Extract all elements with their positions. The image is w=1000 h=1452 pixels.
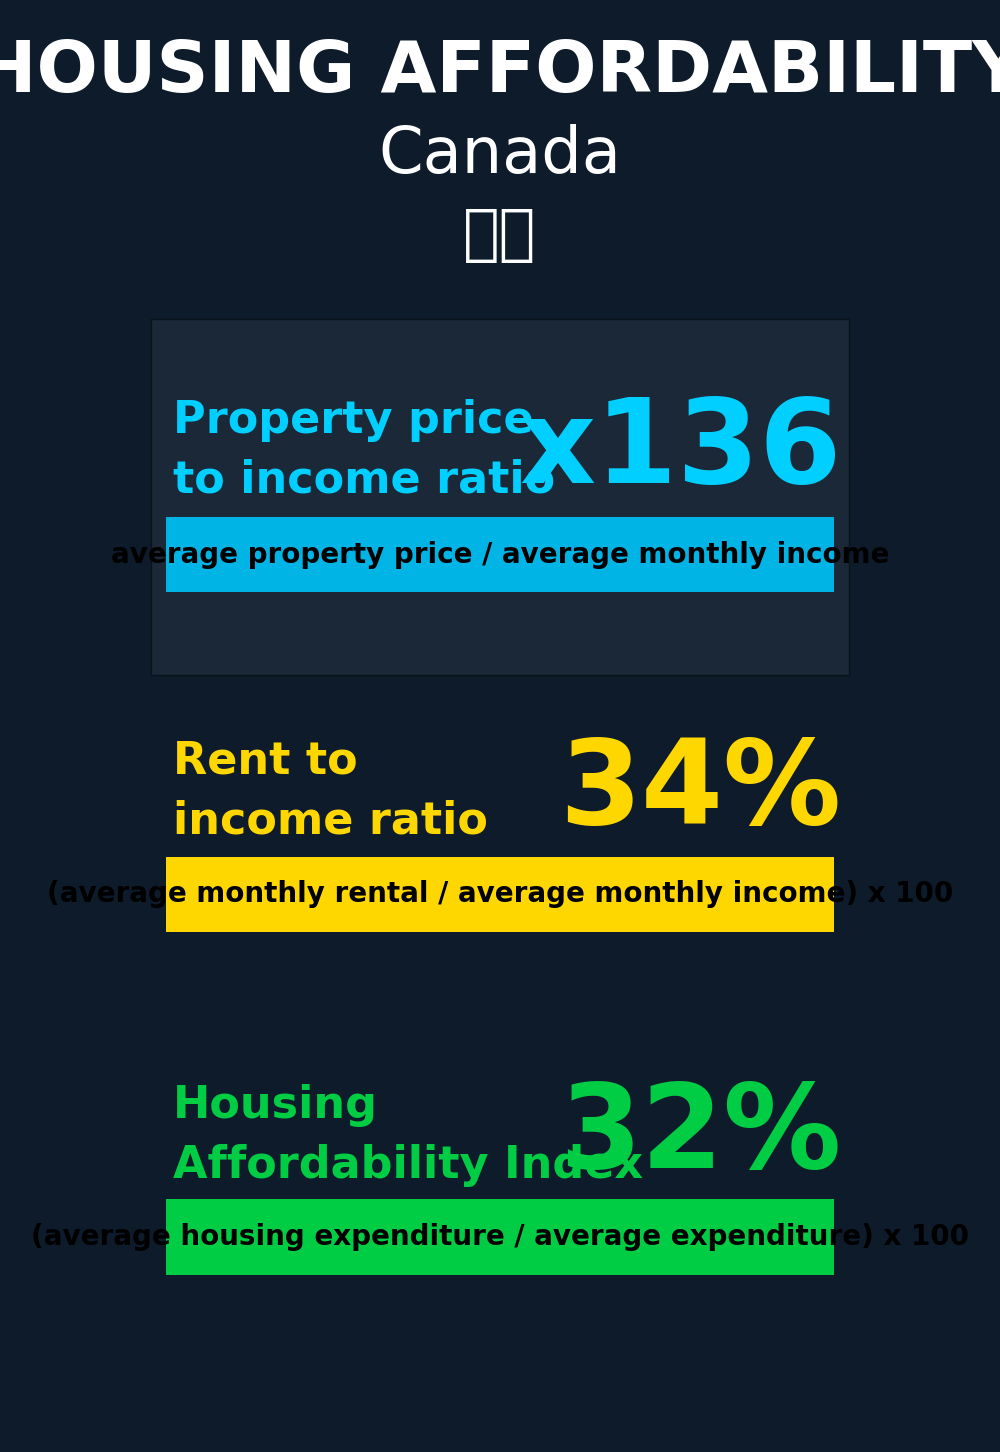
- FancyBboxPatch shape: [166, 517, 834, 592]
- FancyBboxPatch shape: [166, 857, 834, 932]
- FancyBboxPatch shape: [151, 319, 849, 675]
- Text: (average monthly rental / average monthly income) x 100: (average monthly rental / average monthl…: [47, 880, 953, 909]
- Text: Housing
Affordability Index: Housing Affordability Index: [173, 1085, 643, 1186]
- Text: 34%: 34%: [559, 733, 841, 849]
- Text: Property price
to income ratio: Property price to income ratio: [173, 399, 555, 501]
- Text: HOUSING AFFORDABILITY: HOUSING AFFORDABILITY: [0, 38, 1000, 107]
- Text: average property price / average monthly income: average property price / average monthly…: [111, 540, 889, 569]
- Text: 32%: 32%: [559, 1077, 841, 1194]
- Text: x136: x136: [519, 392, 841, 508]
- FancyBboxPatch shape: [166, 1199, 834, 1275]
- Text: 🇨🇦: 🇨🇦: [463, 206, 537, 264]
- Text: Canada: Canada: [379, 125, 621, 186]
- Text: Rent to
income ratio: Rent to income ratio: [173, 741, 488, 842]
- Text: (average housing expenditure / average expenditure) x 100: (average housing expenditure / average e…: [31, 1223, 969, 1252]
